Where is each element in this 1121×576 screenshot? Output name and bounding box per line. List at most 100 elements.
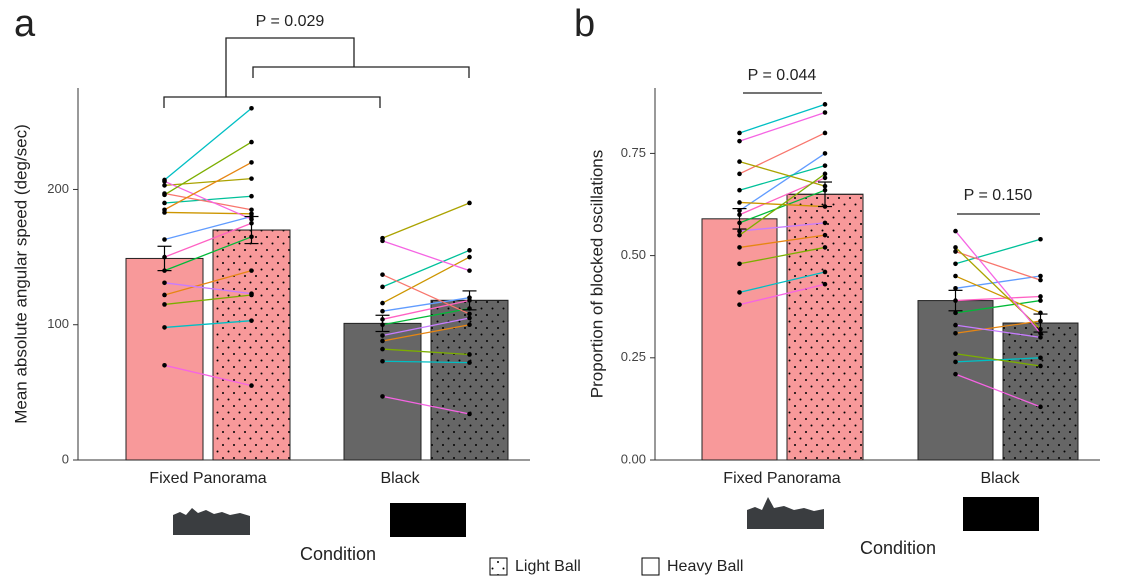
subject-line (739, 222, 826, 232)
subject-point (162, 183, 167, 188)
subject-point (737, 159, 742, 164)
subject-point (380, 308, 385, 314)
y-tick-label: 0.50 (621, 247, 646, 262)
subject-line (955, 373, 1041, 408)
subject-line (382, 307, 470, 326)
subject-point (467, 248, 472, 253)
subject-point (953, 351, 958, 357)
subject-point (1038, 273, 1043, 279)
subject-point (1038, 277, 1043, 283)
subject-line (955, 238, 1041, 265)
subject-point (822, 232, 828, 238)
subject-line (382, 360, 470, 364)
subject-point (249, 268, 254, 273)
subject-point (380, 394, 385, 399)
x-tick-label: Fixed Panorama (149, 470, 266, 487)
subject-line (739, 111, 826, 142)
bracket (163, 96, 381, 108)
annotation: P = 0.029 (256, 13, 325, 30)
subject-point (737, 290, 742, 295)
subject-line (739, 189, 826, 224)
subject-line (955, 295, 1041, 302)
subject-point (249, 383, 254, 388)
subject-point (162, 192, 167, 198)
legend-swatch (489, 557, 508, 576)
subject-line (739, 173, 826, 236)
subject-point (822, 175, 828, 181)
subject-line (739, 165, 826, 191)
subject-line (955, 320, 1041, 334)
error-bar (244, 215, 259, 245)
x-tick-label: Fixed Panorama (723, 470, 840, 487)
subject-line (164, 236, 252, 272)
subject-line (382, 348, 470, 356)
panel-label: a (14, 3, 36, 45)
subject-point (467, 268, 472, 273)
subject-line (382, 299, 470, 320)
error-bar (948, 289, 963, 312)
subject-point (249, 139, 254, 145)
subject-line (739, 246, 826, 265)
y-tick-label: 0 (62, 451, 69, 466)
subject-line (955, 275, 1041, 314)
subject-point (380, 284, 385, 290)
error-bar (818, 181, 832, 208)
subject-point (162, 280, 167, 286)
subject-point (1038, 294, 1043, 299)
legend-label: Heavy Ball (667, 558, 743, 575)
subject-line (955, 324, 1041, 339)
panorama-icon (173, 497, 824, 535)
subject-point (1038, 363, 1043, 369)
subject-point (953, 330, 958, 336)
subject-point (737, 200, 742, 205)
subject-point (1038, 355, 1043, 361)
subject-point (737, 138, 742, 144)
subject-point (1038, 298, 1043, 303)
subject-point (249, 105, 254, 111)
subject-point (162, 207, 167, 213)
subject-line (739, 283, 826, 306)
subject-point (249, 176, 254, 181)
subject-point (467, 311, 472, 317)
subject-point (822, 220, 828, 226)
subject-line (382, 240, 470, 272)
subject-point (953, 371, 958, 377)
subject-point (162, 363, 167, 368)
legend-label: Light Ball (515, 558, 581, 575)
subject-line (382, 324, 470, 342)
subject-point (953, 249, 958, 254)
subject-point (953, 322, 958, 328)
subject-point (162, 177, 167, 183)
subject-line (955, 353, 1041, 367)
subject-point (737, 302, 742, 307)
subject-point (467, 360, 472, 365)
bar (701, 218, 778, 461)
subject-point (737, 232, 742, 238)
subject-point (249, 291, 254, 296)
subject-point (467, 411, 472, 417)
error-bar (375, 314, 390, 333)
subject-point (467, 315, 472, 321)
subject-line (382, 395, 470, 415)
subject-line (955, 299, 1041, 314)
subject-line (164, 107, 252, 181)
subject-line (164, 269, 252, 296)
black-icon (390, 503, 466, 537)
subject-line (739, 234, 826, 249)
subject-line (382, 256, 470, 304)
subject-line (382, 202, 470, 239)
subject-point (953, 310, 958, 316)
subject-point (249, 193, 254, 199)
error-bar (732, 207, 747, 230)
subject-point (467, 352, 472, 357)
subject-point (737, 245, 742, 250)
error-bar (1033, 313, 1048, 333)
bar-pattern (212, 229, 291, 461)
subject-point (953, 261, 958, 267)
x-axis-label: Condition (860, 538, 936, 558)
subject-point (380, 238, 385, 244)
subject-point (737, 130, 742, 136)
subject-point (822, 110, 828, 115)
subject-point (953, 245, 958, 250)
bar (125, 257, 204, 461)
